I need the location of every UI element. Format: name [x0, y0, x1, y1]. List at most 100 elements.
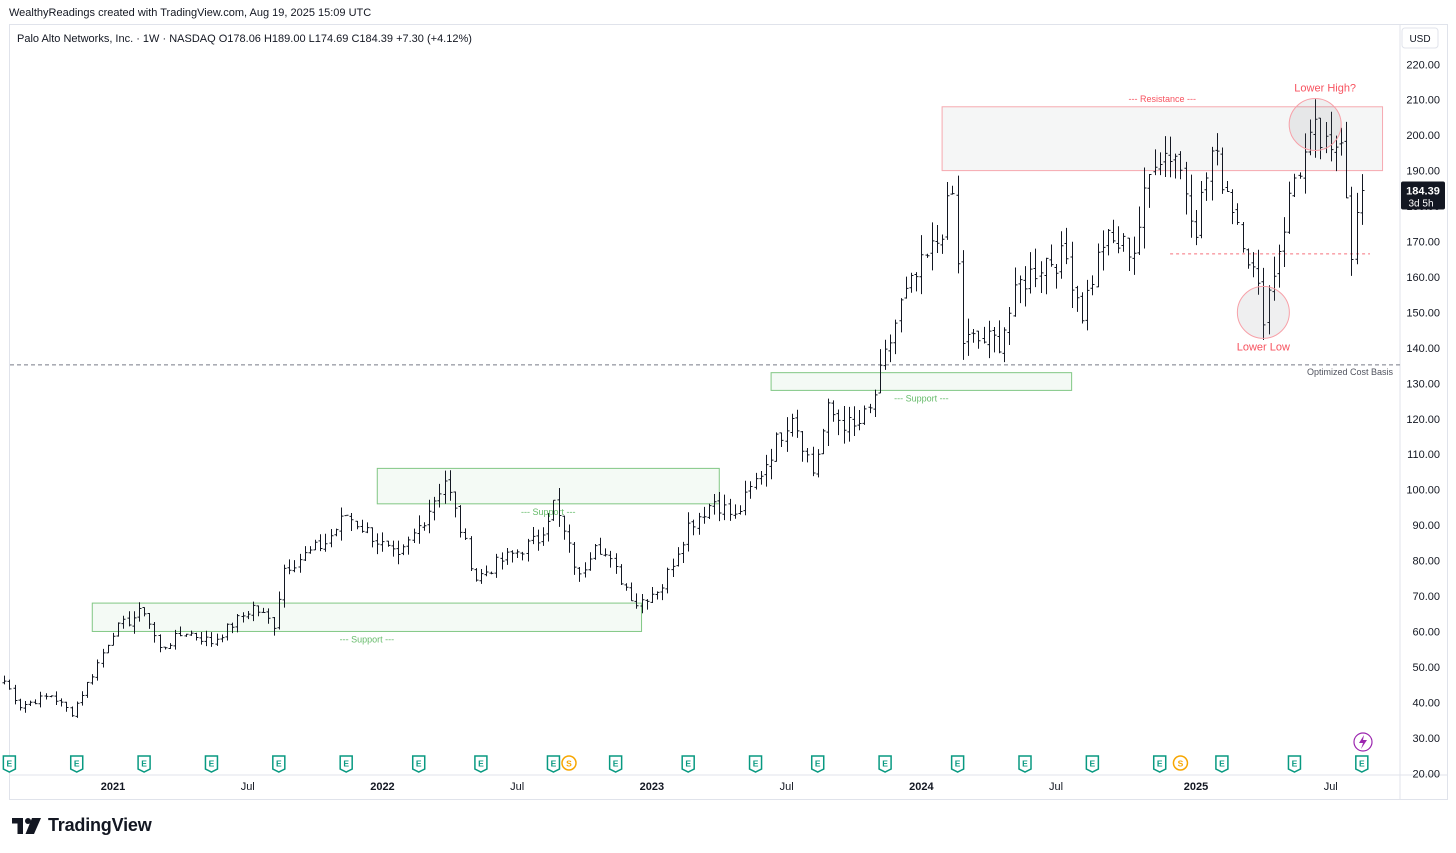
earnings-marker-icon[interactable]: [2, 755, 17, 773]
earnings-marker-icon[interactable]: [1152, 755, 1167, 773]
ohlc-bar: [785, 417, 790, 452]
ohlc-bar: [655, 591, 660, 600]
ohlc-bar: [18, 698, 23, 711]
earnings-marker-icon[interactable]: [1355, 755, 1369, 773]
earnings-marker-icon[interactable]: [1287, 755, 1302, 773]
x-tick-label: Jul: [1324, 781, 1338, 793]
ohlc-bar: [743, 480, 748, 516]
ohlc-bar: [329, 528, 334, 548]
tradingview-logo[interactable]: TradingView: [12, 815, 152, 836]
bar-countdown: 3d 5h: [1408, 198, 1433, 209]
ohlc-bar: [1303, 133, 1308, 194]
ohlc-bar: [1044, 257, 1049, 295]
ohlc-bar: [816, 449, 821, 478]
earnings-marker-icon[interactable]: [272, 755, 286, 773]
earnings-marker-icon[interactable]: [137, 755, 151, 773]
ohlc-bar: [277, 591, 282, 630]
ohlc-bar: [230, 622, 235, 634]
ohlc-bar: [2, 675, 7, 685]
ohlc-bar: [220, 634, 225, 643]
earnings-marker-icon[interactable]: [204, 755, 219, 773]
earnings-marker-icon[interactable]: [69, 755, 84, 773]
ohlc-bar: [33, 699, 38, 705]
ohlc-bar: [1147, 174, 1152, 208]
earnings-marker-letter: E: [343, 759, 349, 769]
ohlc-bar: [163, 646, 168, 650]
earnings-marker-letter: E: [1292, 759, 1298, 769]
ohlc-bar: [572, 542, 577, 575]
earnings-marker-icon[interactable]: [681, 755, 695, 773]
ohlc-bar: [826, 398, 831, 446]
ohlc-bar: [432, 496, 437, 521]
earnings-marker-icon[interactable]: [1085, 755, 1100, 773]
ohlc-bar: [85, 681, 90, 698]
earnings-marker-letter: E: [882, 759, 888, 769]
ohlc-bar: [339, 507, 344, 541]
ohlc-bar: [598, 537, 603, 555]
ohlc-bar: [1349, 186, 1354, 276]
currency-button[interactable]: [1401, 27, 1439, 49]
last-price-badge: [1401, 181, 1445, 210]
ohlc-bar: [1204, 172, 1209, 201]
ohlc-bar: [883, 339, 888, 370]
ohlc-bar: [961, 250, 966, 360]
earnings-marker-icon[interactable]: [546, 755, 561, 773]
ohlc-bar: [1298, 172, 1303, 179]
ohlc-bar: [147, 613, 152, 629]
ohlc-bar: [287, 559, 292, 575]
ohlc-bar: [634, 593, 639, 609]
ohlc-bar: [909, 272, 914, 293]
earnings-marker-icon[interactable]: [608, 755, 623, 773]
earnings-marker-icon[interactable]: [1018, 755, 1032, 773]
earnings-marker-icon[interactable]: [339, 755, 353, 773]
ohlc-bar: [1334, 135, 1339, 172]
ohlc-bar: [1225, 181, 1230, 192]
earnings-marker-icon[interactable]: [810, 755, 825, 773]
ohlc-bar: [764, 454, 769, 487]
ohlc-bar: [241, 612, 246, 623]
ohlc-bar: [505, 548, 510, 565]
ohlc-bar: [44, 693, 49, 700]
ohlc-bar: [800, 431, 805, 462]
support-2-zone: [376, 467, 720, 505]
ohlc-bar: [551, 499, 556, 521]
ohlc-bar: [774, 432, 779, 462]
earnings-marker-icon[interactable]: [950, 755, 965, 773]
ohlc-bar: [728, 498, 733, 521]
ohlc-bar: [593, 543, 598, 560]
ohlc-bar: [349, 512, 354, 532]
earnings-marker-letter: E: [753, 759, 759, 769]
ohlc-bar: [754, 472, 759, 490]
earnings-marker-letter: E: [7, 759, 13, 769]
y-tick-label: 130.00: [1406, 378, 1440, 390]
earnings-marker-icon[interactable]: [1215, 755, 1229, 773]
ohlc-bar: [608, 550, 613, 568]
ohlc-bar: [1220, 147, 1225, 194]
ohlc-bar: [23, 701, 28, 713]
ohlc-bar: [873, 389, 878, 417]
ohlc-bar: [531, 526, 536, 545]
ohlc-bar: [132, 611, 137, 634]
x-tick-label: Jul: [241, 781, 255, 793]
ohlc-bar: [562, 515, 567, 540]
ohlc-bar: [982, 326, 987, 344]
ohlc-bar: [919, 235, 924, 295]
split-marker-icon[interactable]: [1172, 755, 1189, 771]
ohlc-bar: [1339, 127, 1344, 156]
earnings-marker-icon[interactable]: [411, 755, 426, 773]
ohlc-bar: [1168, 136, 1173, 178]
ohlc-bar: [779, 432, 784, 447]
ohlc-bar: [1282, 217, 1287, 267]
ohlc-bar: [541, 527, 546, 546]
ohlc-bar: [38, 691, 43, 708]
ohlc-bar: [1096, 243, 1101, 288]
ohlc-bar: [1039, 261, 1044, 294]
ohlc-bar: [852, 406, 857, 436]
earnings-marker-icon[interactable]: [878, 755, 892, 773]
split-marker-letter: S: [566, 759, 572, 769]
earnings-marker-icon[interactable]: [748, 755, 763, 773]
ohlc-bar: [1023, 266, 1028, 307]
earnings-marker-icon[interactable]: [474, 755, 488, 773]
split-marker-icon[interactable]: [561, 755, 577, 771]
